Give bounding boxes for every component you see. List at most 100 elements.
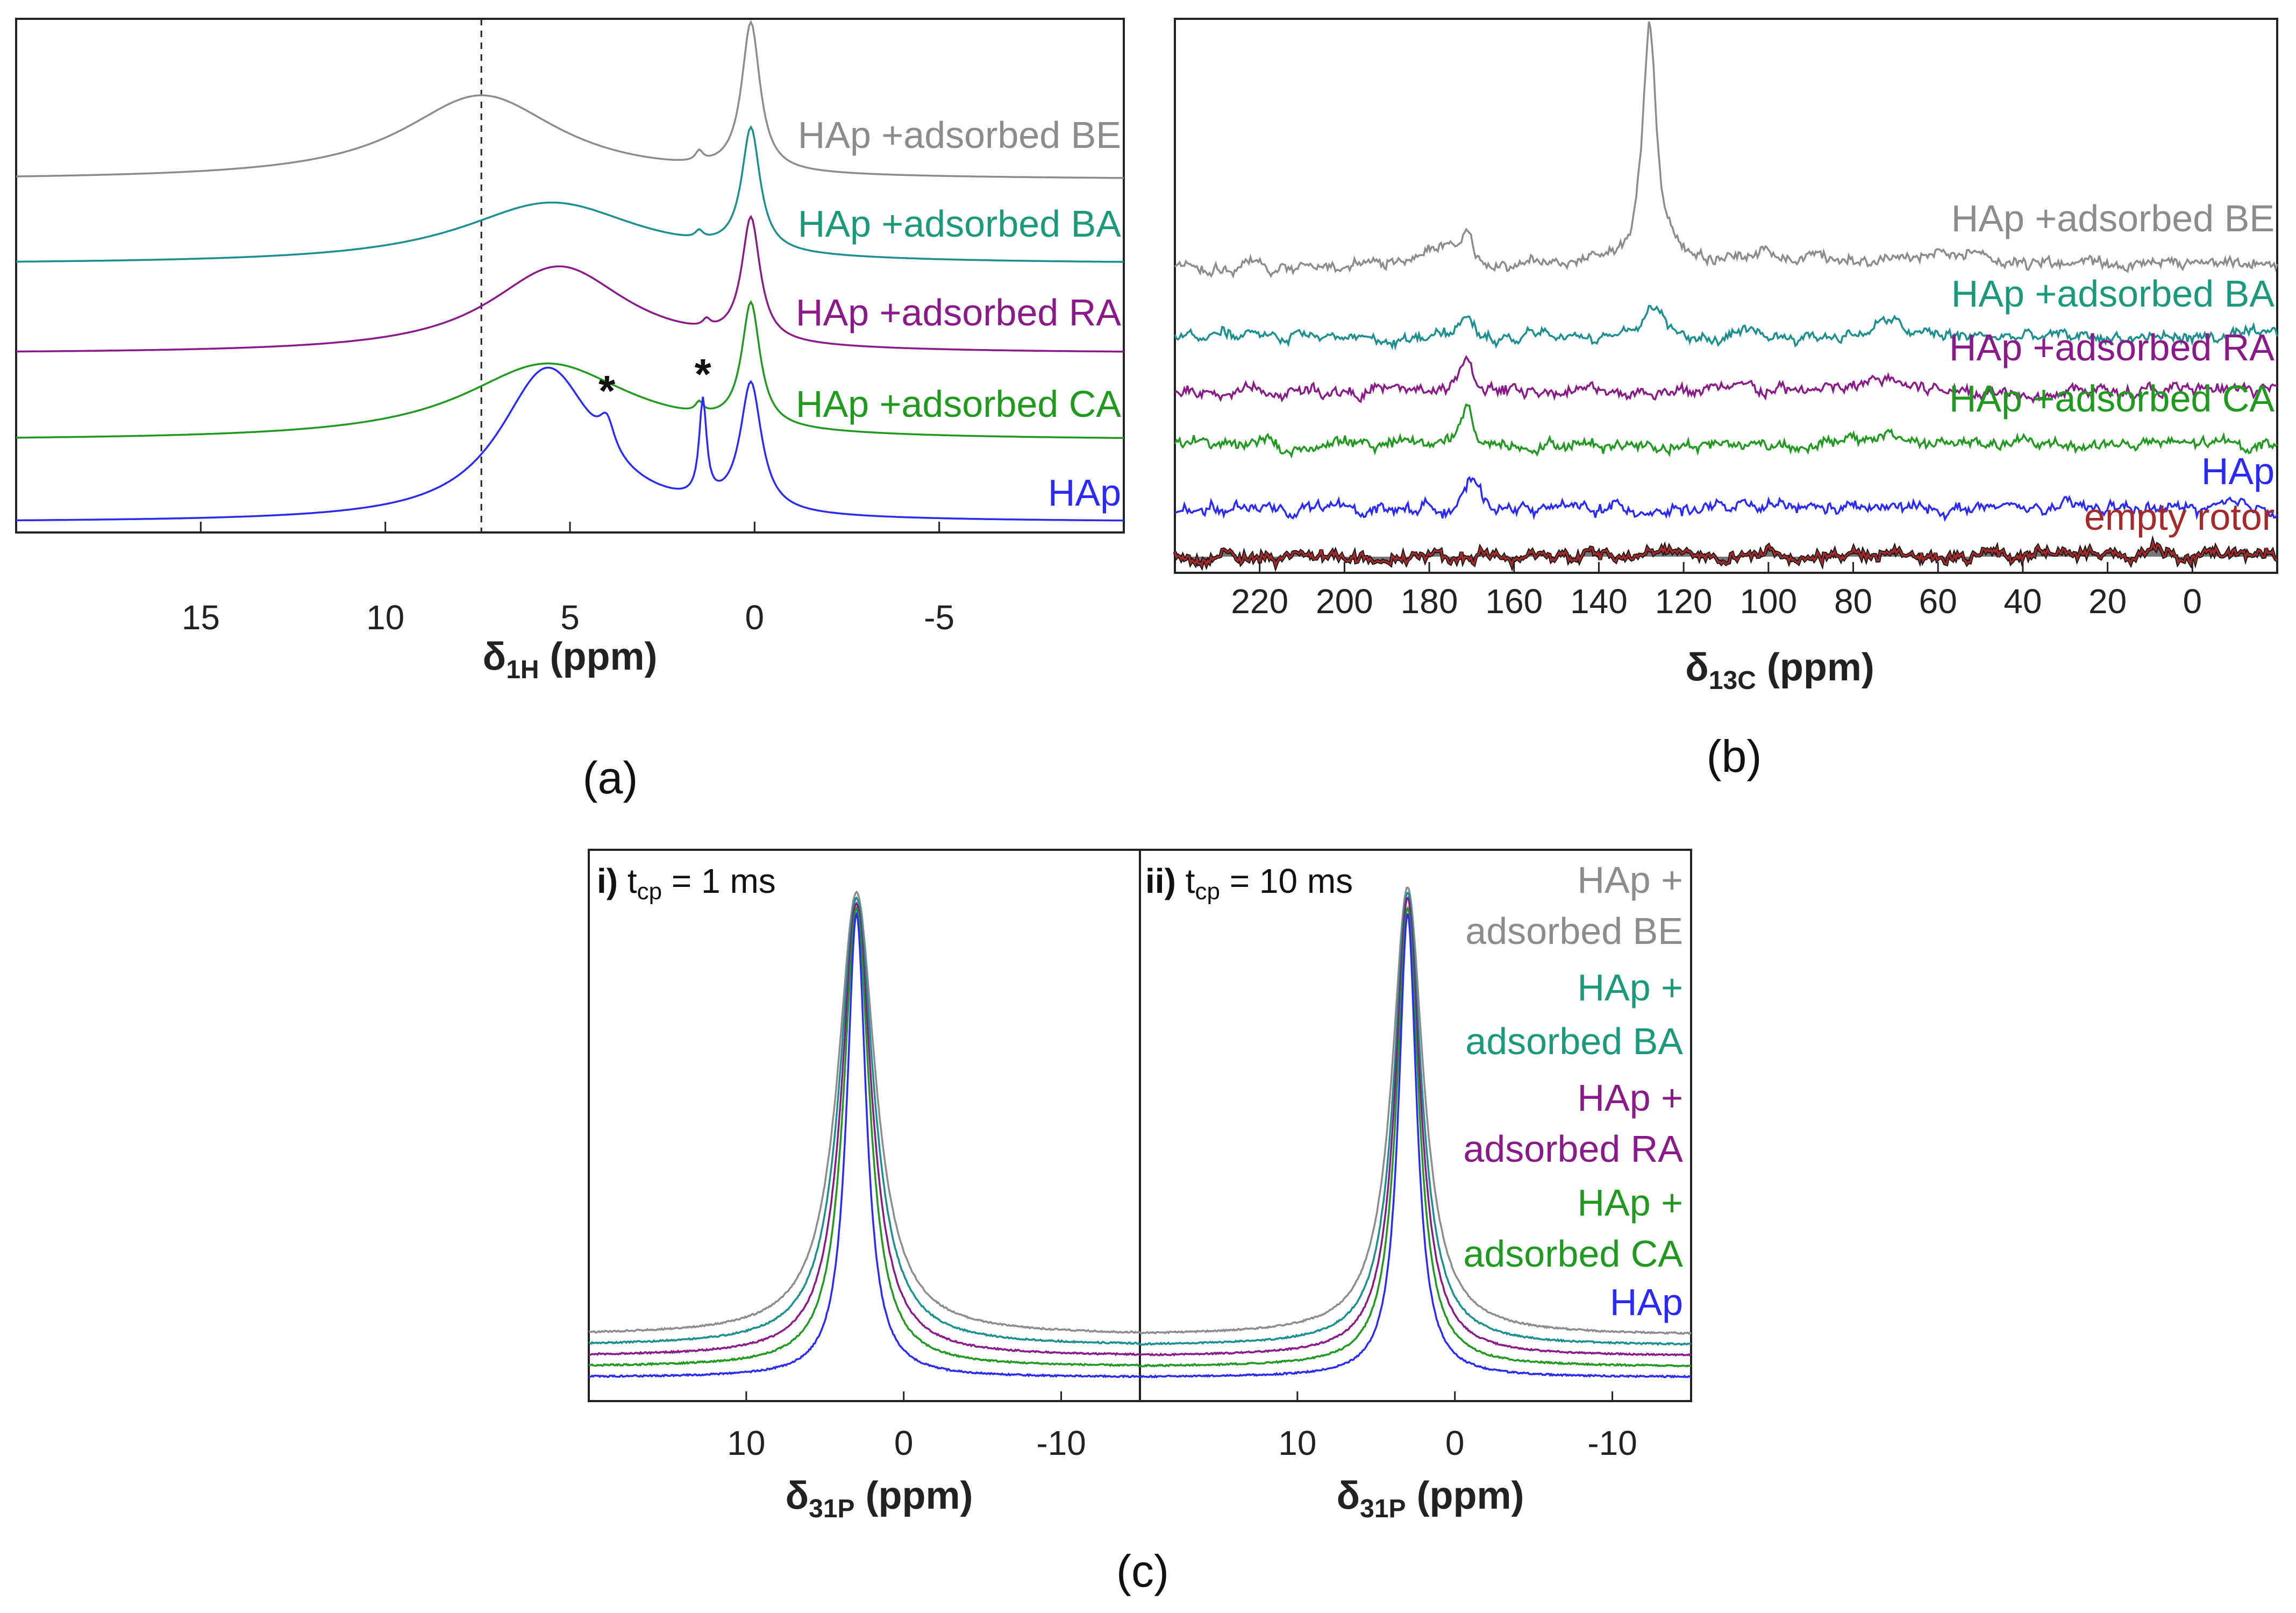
series-label-hap: HAp bbox=[2201, 450, 2274, 492]
panel-a-label: (a) bbox=[583, 752, 638, 803]
panel-c-ii-ticks: 10 0 -10 bbox=[1278, 1391, 1637, 1462]
panel-c-i-inset-t: t bbox=[618, 862, 637, 900]
series-label-hap-adsorbed-ra: HAp +adsorbed RA bbox=[1949, 326, 2274, 368]
tick-label-140: 140 bbox=[1570, 582, 1628, 621]
panel-c: 10 0 -10 10 0 -10 i) tcp = 1 ms ii) tcp = 10… bbox=[588, 849, 1692, 1596]
panel-c-i-ticks: 10 0 -10 bbox=[727, 1391, 1086, 1462]
series-label-empty-rotor: empty rotor bbox=[2084, 496, 2274, 538]
tick-label-20: 20 bbox=[2088, 582, 2127, 621]
panel-c-ii-xlabel-delta: δ bbox=[1336, 1474, 1360, 1517]
tick-label-220: 220 bbox=[1231, 582, 1288, 621]
legend-ca-line2: adsorbed CA bbox=[1463, 1233, 1683, 1275]
panel-a-xlabel-delta: δ bbox=[483, 635, 507, 678]
series-line-hap-adsorbed-be bbox=[1174, 21, 2278, 279]
tick-label-40: 40 bbox=[2003, 582, 2042, 621]
series-line-hap-adsorbed-ra bbox=[16, 215, 1124, 353]
panel-c-ii-inset-t: t bbox=[1176, 862, 1195, 900]
legend-ra-line1: HAp + bbox=[1578, 1077, 1684, 1119]
tick-label-80: 80 bbox=[1834, 582, 1872, 621]
series-line-hap bbox=[16, 366, 1124, 522]
tick-label-180: 180 bbox=[1401, 582, 1458, 621]
series-line-empty-rotor bbox=[1174, 538, 2278, 569]
series-line-hap-adsorbed-ba bbox=[1139, 891, 1692, 1346]
panel-c-ii-plot bbox=[1139, 886, 1692, 1379]
series-label-hap-adsorbed-ba: HAp +adsorbed BA bbox=[1951, 273, 2275, 315]
panel-c-i-inset-bold: i) bbox=[597, 862, 618, 900]
tick-label-10: -10 bbox=[1036, 1424, 1086, 1462]
panel-a-xlabel: δ1H (ppm) bbox=[483, 635, 658, 684]
series-line-hap bbox=[1139, 913, 1692, 1379]
panel-c-ii-inset-sub: cp bbox=[1195, 878, 1220, 905]
tick-label-0: 0 bbox=[1445, 1424, 1465, 1462]
tick-label-160: 160 bbox=[1485, 582, 1543, 621]
tick-label-10: 10 bbox=[1278, 1424, 1316, 1462]
series-line-hap-adsorbed-ra bbox=[1139, 896, 1692, 1357]
series-line-hap-adsorbed-ca bbox=[16, 300, 1124, 439]
tick-label-10: 10 bbox=[727, 1424, 765, 1462]
series-label-hap-adsorbed-ra: HAp +adsorbed RA bbox=[796, 292, 1121, 333]
panel-b-frame bbox=[1174, 18, 2278, 574]
panel-c-i-xlabel-unit: (ppm) bbox=[855, 1474, 973, 1517]
legend-hap: HAp bbox=[1610, 1281, 1683, 1323]
panel-c-legend: HAp + adsorbed BE HAp + adsorbed BA HAp … bbox=[1463, 859, 1683, 1323]
legend-ba-line2: adsorbed BA bbox=[1465, 1020, 1683, 1062]
panel-b-xlabel-unit: (ppm) bbox=[1756, 646, 1874, 689]
panel-b-series-labels: HAp +adsorbed BE HAp +adsorbed BA HAp +ads… bbox=[1949, 197, 2274, 538]
panel-c-i-xlabel-delta: δ bbox=[785, 1474, 809, 1517]
panel-c-i-inset-rest: = 1 ms bbox=[662, 862, 776, 900]
panel-a-ticks: 15 10 5 0 -5 bbox=[182, 522, 954, 637]
legend-be-line2: adsorbed BE bbox=[1465, 910, 1683, 952]
panel-a-frame bbox=[15, 18, 1125, 534]
tick-label-100: 100 bbox=[1739, 582, 1797, 621]
tick-label-60: 60 bbox=[1919, 582, 1957, 621]
panel-c-ii-frame bbox=[1139, 849, 1692, 1402]
series-line-hap bbox=[1174, 475, 2278, 522]
series-line-hap-adsorbed-ra bbox=[1174, 354, 2278, 404]
panel-b-label: (b) bbox=[1707, 731, 1762, 781]
tick-label-15: 15 bbox=[182, 598, 220, 637]
tick-label-5: 5 bbox=[560, 598, 580, 637]
series-line-hap-adsorbed-be bbox=[16, 20, 1124, 179]
panel-b-ticks: 220 200 180 160 140 120 100 80 60 40 20 0 bbox=[1231, 562, 2202, 621]
legend-ca-line1: HAp + bbox=[1578, 1182, 1684, 1224]
tick-label-0: 0 bbox=[745, 598, 765, 637]
series-line-hap-adsorbed-be bbox=[1139, 886, 1692, 1335]
panel-b: 220 200 180 160 140 120 100 80 60 40 20 0 HAp +adso… bbox=[1173, 18, 2279, 781]
series-line-hap-adsorbed-ca bbox=[588, 905, 1140, 1367]
panel-c-i-inset-label: i) tcp = 1 ms bbox=[597, 862, 776, 905]
tick-label-10: 10 bbox=[366, 598, 404, 637]
tick-label-200: 200 bbox=[1316, 582, 1373, 621]
series-line-hap-adsorbed-ba bbox=[16, 125, 1124, 263]
legend-be-line1: HAp + bbox=[1578, 859, 1684, 901]
tick-label-0: 0 bbox=[2183, 582, 2202, 621]
series-line-hap-adsorbed-ca bbox=[1174, 403, 2278, 459]
panel-c-i-plot bbox=[588, 890, 1141, 1378]
legend-ra-line2: adsorbed RA bbox=[1463, 1128, 1683, 1170]
series-line-hap bbox=[588, 911, 1140, 1378]
panel-a-series-labels: HAp +adsorbed BE HAp +adsorbed BA HAp +ads… bbox=[796, 114, 1121, 514]
series-line-hap-adsorbed-ba bbox=[588, 896, 1140, 1346]
panel-c-ii-xlabel-unit: (ppm) bbox=[1406, 1474, 1524, 1517]
panel-c-ii-inset-label: ii) tcp = 10 ms bbox=[1145, 862, 1353, 905]
panel-a-xlabel-unit: (ppm) bbox=[539, 635, 658, 678]
panel-b-xlabel: δ13C (ppm) bbox=[1685, 646, 1874, 695]
panel-c-ii-inset-rest: = 10 ms bbox=[1220, 862, 1353, 900]
panel-c-ii-inset-bold: ii) bbox=[1145, 862, 1176, 900]
series-line-hap-adsorbed-ca bbox=[1139, 905, 1691, 1368]
panel-c-i-inset-sub: cp bbox=[637, 878, 662, 905]
tick-label-120: 120 bbox=[1655, 582, 1713, 621]
peak-asterisk-1: * bbox=[598, 367, 616, 415]
panel-c-ii-xlabel: δ31P (ppm) bbox=[1336, 1474, 1524, 1523]
peak-asterisk-2: * bbox=[695, 350, 712, 398]
panel-b-plot bbox=[1173, 21, 2279, 572]
series-line-hap-adsorbed-ra bbox=[588, 901, 1140, 1356]
series-outline-empty-rotor bbox=[1173, 535, 2279, 572]
series-line-hap-adsorbed-be bbox=[588, 890, 1141, 1334]
series-label-hap: HAp bbox=[1048, 472, 1121, 514]
series-label-hap-adsorbed-ba: HAp +adsorbed BA bbox=[798, 203, 1122, 245]
tick-label-0: 0 bbox=[894, 1424, 914, 1462]
panel-c-i-xlabel-sub: 31P bbox=[809, 1495, 854, 1523]
panel-c-i-xlabel: δ31P (ppm) bbox=[785, 1474, 973, 1523]
series-label-hap-adsorbed-be: HAp +adsorbed BE bbox=[798, 114, 1121, 156]
